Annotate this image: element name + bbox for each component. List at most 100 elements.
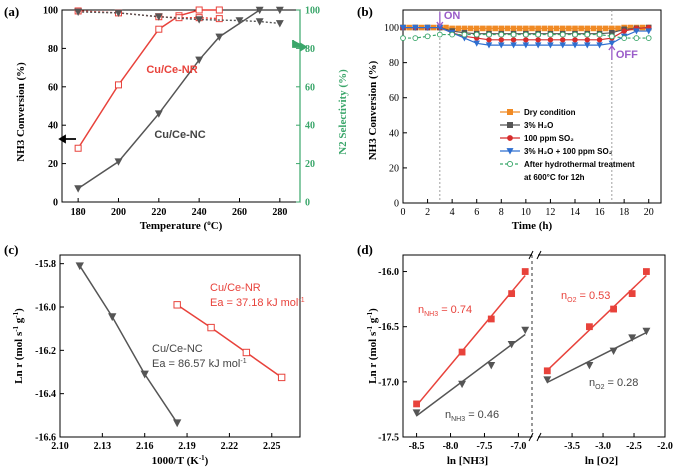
y-tick-label-b: 100 bbox=[384, 23, 399, 34]
y-tick-label-c: -16.6 bbox=[35, 433, 56, 444]
ea-cu-ce-nc: Ea = 86.57 kJ mol-1 bbox=[152, 358, 247, 370]
data-point-b bbox=[621, 35, 627, 41]
legend-label: 100 ppm SO₂ bbox=[524, 134, 574, 143]
data-point-b bbox=[473, 40, 480, 47]
plot-frame-d bbox=[402, 254, 666, 438]
data-point-d-nh3 bbox=[521, 268, 529, 275]
legend-marker bbox=[506, 122, 513, 129]
legend-marker bbox=[507, 135, 513, 141]
data-point-b bbox=[467, 25, 474, 32]
on-arrow-icon bbox=[436, 12, 444, 28]
data-point-a bbox=[235, 17, 244, 25]
data-point-b bbox=[534, 42, 542, 49]
legend-label: After hydrothermal treatment bbox=[524, 160, 635, 169]
series-line-a-0 bbox=[77, 9, 220, 149]
data-point-a bbox=[215, 15, 223, 23]
data-point-c bbox=[75, 262, 84, 271]
data-point-b bbox=[584, 25, 591, 32]
legend-marker bbox=[506, 160, 514, 168]
data-point-a bbox=[74, 8, 83, 17]
data-point-a bbox=[255, 6, 264, 15]
y-tick-label-c: -15.8 bbox=[35, 259, 56, 270]
data-point-d-nh3 bbox=[487, 362, 496, 370]
data-point-d-o2 bbox=[543, 376, 552, 384]
data-point-b bbox=[498, 25, 505, 32]
panel-label-a: (a) bbox=[4, 4, 19, 19]
data-point-c bbox=[277, 373, 286, 382]
y-tick-label-d: -17.0 bbox=[378, 377, 399, 388]
off-arrow-icon bbox=[608, 44, 616, 60]
y-tick-label-d: -16.5 bbox=[378, 322, 399, 333]
data-point-b bbox=[510, 25, 517, 32]
y-tick-label-c: -16.0 bbox=[35, 303, 56, 314]
data-point-a bbox=[195, 6, 203, 14]
data-point-b bbox=[596, 31, 603, 38]
data-point-a bbox=[154, 110, 163, 118]
data-point-d-o2 bbox=[586, 323, 593, 331]
data-point-b bbox=[553, 25, 560, 32]
y-axis-label-c: Ln r (mol s-1 g-1) bbox=[12, 308, 25, 384]
x-tick-label-a: 260 bbox=[232, 207, 247, 218]
data-point-a bbox=[215, 6, 223, 14]
y-tick-label-b: 0 bbox=[394, 199, 399, 210]
data-point-b bbox=[559, 31, 566, 38]
data-point-b bbox=[621, 28, 627, 34]
data-point-b bbox=[510, 42, 517, 49]
data-point-b bbox=[455, 25, 462, 32]
y2-tick-label-a: 0 bbox=[305, 198, 310, 209]
data-point-b bbox=[572, 37, 578, 43]
data-point-b bbox=[559, 25, 566, 32]
y2-axis-label-a: N2 Selectivity (%) bbox=[337, 69, 349, 155]
data-point-b bbox=[522, 42, 530, 49]
data-point-b bbox=[535, 31, 541, 38]
data-point-b bbox=[486, 31, 492, 38]
x-tick-label-d-nh3: -8.0 bbox=[443, 441, 459, 452]
legend-label: at 600°C for 12h bbox=[524, 173, 585, 182]
data-point-b bbox=[566, 25, 572, 32]
data-point-b bbox=[559, 42, 566, 49]
data-point-b bbox=[461, 31, 468, 38]
data-point-a bbox=[195, 16, 204, 24]
data-point-b bbox=[590, 25, 597, 32]
data-point-d-nh3 bbox=[413, 400, 420, 408]
data-point-b bbox=[510, 37, 517, 43]
annotation-on: ON bbox=[444, 10, 461, 22]
fit-line-c-0 bbox=[176, 304, 283, 379]
data-point-b bbox=[516, 25, 523, 32]
data-point-b bbox=[529, 25, 535, 32]
panel-d: (d) -17.5 -17.0 -16.5 -16.0 Ln r (mol s-1 g-1… bbox=[357, 242, 673, 467]
plot-frame-c bbox=[59, 254, 301, 438]
data-point-d-nh3 bbox=[412, 409, 421, 417]
x-tick-label-b: 8 bbox=[499, 207, 504, 218]
series-line-b-4 bbox=[403, 33, 649, 39]
x-axis-label-d-nh3: ln [NH3] bbox=[447, 455, 488, 467]
legend-marker bbox=[506, 109, 513, 116]
data-point-b bbox=[571, 42, 579, 49]
data-point-c bbox=[173, 301, 181, 309]
data-point-b bbox=[412, 35, 419, 41]
data-point-c bbox=[140, 370, 149, 379]
data-point-b bbox=[547, 31, 554, 38]
data-point-b bbox=[633, 28, 640, 35]
y-tick-label-a: 40 bbox=[48, 121, 58, 132]
y2-tick-label-a: 80 bbox=[305, 44, 315, 55]
y-tick-label-a: 80 bbox=[48, 44, 58, 55]
data-point-d-nh3 bbox=[487, 315, 495, 323]
panel-b: (b) 0 2 4 6 8 10 12 14 16 18 20 0 20 40 60 80 100 Time (h)… bbox=[357, 4, 662, 232]
legend-label: 3% H₂O + 100 ppm SO₂ bbox=[524, 147, 613, 156]
data-point-b bbox=[510, 31, 517, 38]
y-tick-label-d: -17.5 bbox=[378, 433, 399, 444]
data-point-b bbox=[412, 24, 419, 31]
axis-break-mark bbox=[528, 432, 534, 442]
x-tick-label-d-nh3: -7.0 bbox=[510, 441, 526, 452]
legend-label: Dry condition bbox=[524, 108, 576, 117]
data-point-b bbox=[473, 25, 480, 32]
x-axis-label-c: 1000/T (K-1) bbox=[152, 454, 209, 467]
x-tick-label-a: 180 bbox=[71, 207, 86, 218]
series-line-a-1 bbox=[77, 9, 280, 190]
x-axis-label-d-o2: ln [O2] bbox=[585, 455, 618, 467]
data-point-b bbox=[535, 25, 541, 32]
ea-cu-ce-nr: Ea = 37.18 kJ mol-1 bbox=[210, 297, 305, 309]
data-point-c bbox=[108, 313, 117, 322]
reaction-order-gray-o2: nO2 = 0.28 bbox=[589, 377, 638, 391]
